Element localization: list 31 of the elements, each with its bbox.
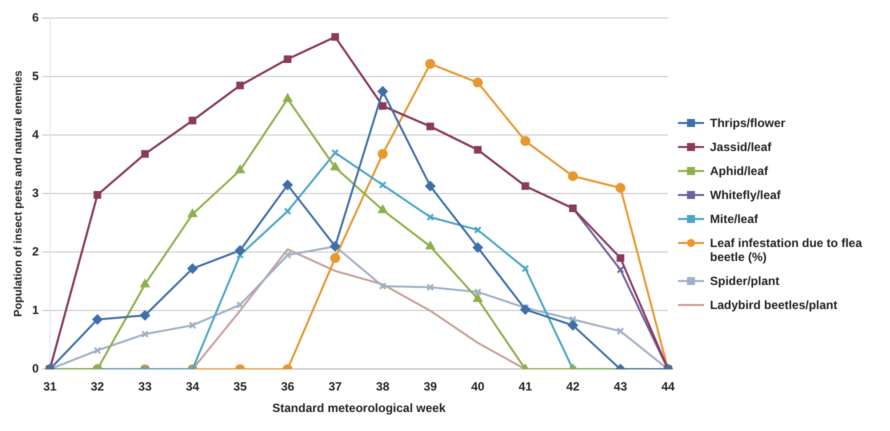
- x-tick-label: 32: [90, 380, 104, 394]
- legend-label: Thrips/flower: [710, 116, 786, 130]
- x-tick-label: 40: [471, 380, 485, 394]
- legend-label: Spider/plant: [710, 274, 780, 288]
- y-tick-label: 1: [32, 303, 40, 318]
- y-tick-label: 5: [32, 69, 40, 84]
- x-tick-label: 33: [138, 380, 152, 394]
- legend-label: Ladybird beetles/plant: [710, 298, 838, 312]
- y-axis-title: Population of insect pests and natural enemies: [12, 70, 25, 317]
- x-tick-label: 43: [614, 380, 628, 394]
- x-tick-label: 44: [661, 380, 675, 394]
- legend-label: Whitefly/leaf: [710, 188, 781, 202]
- x-tick-label: 36: [280, 380, 295, 394]
- legend-label: Mite/leaf: [710, 212, 758, 226]
- x-tick-label: 37: [328, 380, 342, 394]
- y-tick-label: 6: [32, 10, 40, 25]
- y-tick-label: 0: [32, 362, 40, 376]
- x-tick-label: 35: [233, 380, 248, 394]
- y-tick-label: 4: [32, 128, 40, 142]
- x-tick-label: 41: [518, 380, 532, 394]
- x-tick-label: 34: [186, 380, 200, 394]
- x-tick-label: 39: [424, 380, 438, 394]
- y-tick-label: 3: [32, 186, 40, 200]
- x-axis-title: Standard meteorological week: [272, 401, 446, 416]
- y-tick-label: 2: [32, 244, 40, 259]
- legend-label: Jassid/leaf: [710, 140, 772, 154]
- legend-label: Leaf infestation due to flea beetle (%): [710, 236, 864, 264]
- legend-label: Aphid/leaf: [710, 164, 768, 178]
- x-tick-label: 31: [43, 380, 57, 394]
- x-tick-label: 38: [376, 380, 390, 394]
- x-tick-label: 42: [566, 380, 580, 394]
